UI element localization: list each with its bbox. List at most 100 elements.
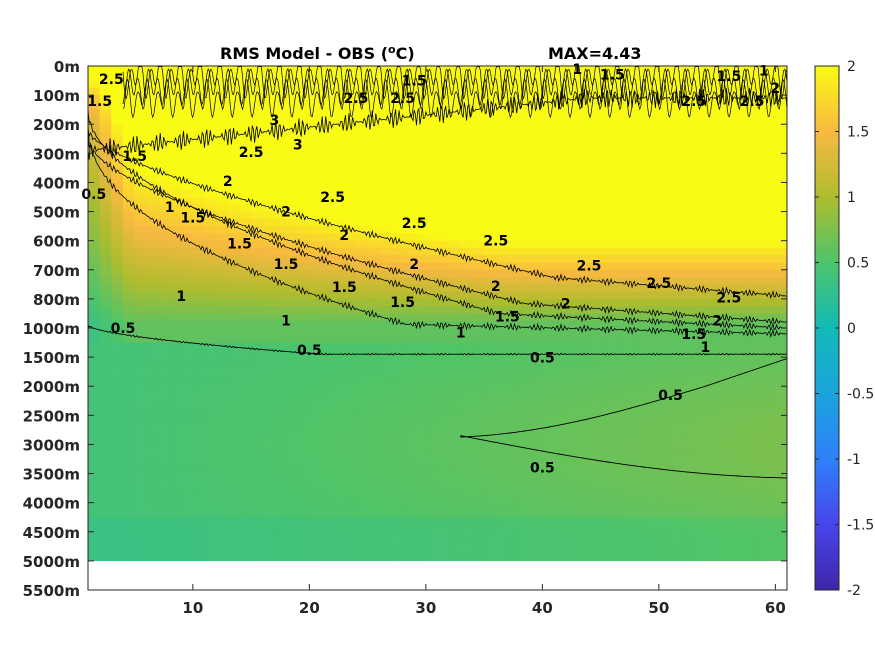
contour-line (88, 138, 787, 326)
heat-cell (297, 116, 310, 125)
heat-cell (449, 379, 462, 387)
heat-cell (274, 262, 287, 271)
heat-cell (262, 371, 275, 380)
heat-cell (682, 306, 695, 315)
heat-cell (181, 371, 194, 380)
heat-cell (274, 437, 287, 446)
heat-cell (775, 422, 787, 431)
heat-cell (449, 116, 462, 125)
heat-cell (425, 182, 439, 191)
heat-cell (472, 204, 485, 213)
heat-cell (623, 386, 637, 395)
heat-cell (472, 102, 485, 111)
heat-cell (717, 262, 730, 271)
heat-cell (88, 342, 101, 351)
heat-cell (763, 269, 776, 278)
heat-cell (705, 197, 718, 205)
heat-cell (367, 146, 380, 154)
heat-cell (157, 240, 171, 249)
heat-cell (169, 211, 182, 220)
heat-cell (495, 357, 508, 366)
heat-cell (88, 233, 101, 242)
heat-cell (88, 451, 101, 460)
heat-cell (577, 531, 590, 540)
heat-cell (635, 379, 648, 387)
heat-cell (216, 342, 229, 351)
heat-cell (658, 218, 672, 227)
heat-cell (309, 226, 322, 235)
heat-cell (332, 408, 345, 417)
heat-cell (437, 197, 450, 205)
heat-cell (286, 298, 299, 307)
heat-cell (577, 451, 590, 460)
heat-cell (169, 284, 182, 293)
heat-cell (157, 531, 171, 540)
heat-cell (390, 182, 404, 191)
heat-cell (577, 480, 590, 489)
heat-cell (752, 211, 765, 220)
heat-cell (728, 306, 741, 315)
heat-cell (309, 269, 322, 278)
heat-cell (309, 488, 322, 497)
heat-cell (775, 415, 787, 424)
heat-cell (332, 459, 345, 467)
heat-cell (728, 429, 741, 438)
heat-cell (251, 473, 264, 482)
heat-cell (554, 284, 567, 293)
heat-cell (542, 73, 555, 82)
heat-cell (344, 466, 357, 475)
heat-cell (728, 124, 741, 133)
heat-cell (344, 233, 357, 242)
heat-cell (99, 167, 112, 176)
heat-cell (682, 95, 695, 103)
heat-cell (297, 269, 310, 278)
colorbar-tick-label: 1 (847, 190, 856, 206)
heat-cell (542, 444, 555, 453)
heat-cell (367, 400, 380, 409)
heat-cell (577, 211, 590, 220)
heat-cell (612, 197, 625, 205)
heat-cell (88, 437, 101, 446)
heat-cell (530, 306, 543, 315)
heat-cell (542, 459, 555, 467)
heat-cell (402, 109, 415, 118)
heat-cell (763, 124, 776, 133)
heat-cell (134, 444, 147, 453)
heat-cell (355, 160, 369, 169)
heat-cell (740, 306, 753, 315)
heat-cell (367, 109, 380, 118)
heat-cell (402, 284, 415, 293)
heat-cell (530, 473, 543, 482)
heat-cell (425, 262, 439, 271)
heat-cell (262, 313, 275, 322)
heat-cell (390, 262, 404, 271)
heat-cell (204, 342, 217, 351)
heat-cell (577, 473, 590, 482)
heat-cell (251, 116, 264, 125)
heat-cell (600, 95, 613, 103)
heat-cell (693, 364, 707, 373)
heat-cell (379, 197, 392, 205)
heat-cell (355, 480, 369, 489)
heat-cell (449, 444, 462, 453)
heat-cell (122, 364, 136, 373)
heat-cell (379, 146, 392, 154)
heat-cell (612, 495, 625, 504)
heat-cell (519, 269, 532, 278)
heat-cell (472, 524, 485, 533)
heat-cell (740, 342, 753, 351)
heat-cell (449, 553, 462, 561)
heat-cell (169, 124, 182, 133)
heat-cell (577, 73, 590, 82)
heat-cell (554, 182, 567, 191)
heat-cell (274, 335, 287, 344)
heat-cell (321, 204, 334, 213)
heat-cell (88, 480, 101, 489)
heat-cell (542, 510, 555, 518)
heat-cell (134, 524, 147, 533)
heat-cell (635, 306, 648, 315)
heat-cell (251, 182, 264, 191)
heat-cell (682, 480, 695, 489)
heat-cell (705, 95, 718, 103)
heat-cell (752, 262, 765, 271)
